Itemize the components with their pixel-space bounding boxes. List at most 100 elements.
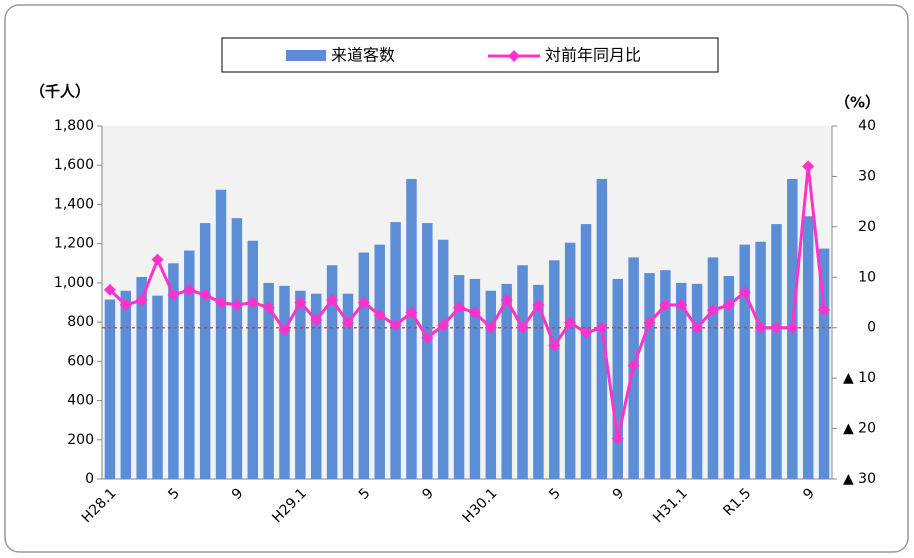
bar [152,295,163,479]
bar [120,290,132,479]
bar [104,299,116,479]
marker [421,331,434,344]
marker [627,359,640,372]
marker [675,299,688,312]
bar [517,265,528,479]
marker [135,293,148,306]
bar [818,248,830,479]
legend-label: 来道客数 [331,46,395,65]
marker [595,321,608,334]
y2-axis-label: （%） [835,94,880,112]
marker [389,319,402,332]
y-tick-label: 200 [67,432,94,448]
marker [183,283,196,296]
legend-label: 対前年同月比 [545,46,641,65]
marker [611,432,624,445]
bar [644,273,655,479]
marker [659,299,672,312]
marker [468,306,481,319]
y2-tick-label: 30 [858,168,876,184]
marker [310,314,323,327]
marker [818,304,831,317]
bar [311,293,322,479]
y2-tick-label: 10 [858,269,876,285]
bar [326,265,338,479]
plot-area [102,126,832,479]
marker [119,299,132,312]
bar [279,285,290,479]
marker [103,283,116,296]
bar [215,189,227,479]
marker [770,321,783,334]
bar [437,239,449,479]
bar [739,244,750,479]
bar [390,222,401,479]
line [108,166,826,439]
bar [295,290,306,479]
y2-tick-label: 0 [867,320,876,336]
marker [278,324,291,337]
bar [231,218,243,479]
y2-tick-label: 20 [858,219,876,235]
bar [485,290,497,479]
y-tick-label: 1,600 [54,157,94,173]
marker [484,321,497,334]
marker [373,309,386,322]
bar [564,242,576,479]
bar [660,270,671,479]
marker [326,293,339,306]
marker [722,299,735,312]
marker [230,299,243,312]
bar [691,283,703,479]
bar [755,241,766,479]
bar [549,260,560,479]
marker [357,296,370,309]
bar [422,223,433,479]
marker [754,321,767,334]
bar [406,178,417,479]
marker [691,321,704,334]
marker [453,301,466,314]
y-tick-label: 1,400 [54,196,94,212]
marker [294,296,307,309]
bar [247,240,258,479]
marker [341,316,354,329]
marker [215,296,228,309]
marker [262,301,275,314]
y-tick-label: 0 [85,471,94,487]
bar [184,250,195,479]
bar [168,263,179,479]
bar [342,293,354,479]
y-axis-label: （千人） [30,83,90,101]
bar [533,284,544,479]
marker [405,306,418,319]
y-tick-label: 400 [67,393,94,409]
y2-tick-label: ▲ 30 [843,471,876,487]
bar [723,276,735,479]
y-tick-label: 1,800 [54,118,94,134]
bar [501,283,512,479]
bar [802,216,814,479]
marker [786,321,799,334]
y-tick-label: 1,200 [54,236,94,252]
bar [469,278,481,479]
bar [771,224,782,479]
y2-tick-label: ▲ 10 [843,370,876,386]
marker [151,253,164,266]
y2-tick-label: 40 [858,118,876,134]
marker [580,326,593,339]
marker [246,296,259,309]
bar [707,257,719,479]
bar [358,252,370,479]
marker [738,286,751,299]
marker [199,288,212,301]
bar [136,277,147,479]
bar [199,223,211,479]
marker [548,339,561,352]
marker [500,293,513,306]
legend-swatch [286,50,326,61]
marker [516,321,529,334]
marker [643,316,656,329]
bar [612,278,623,479]
bar [580,224,592,479]
